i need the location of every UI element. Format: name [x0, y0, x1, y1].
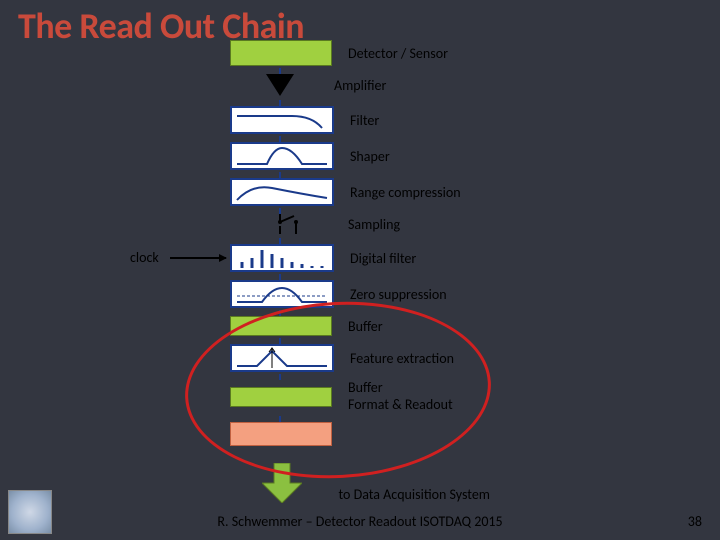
zero-label: Zero suppression: [350, 286, 447, 303]
stage-digfilt: Digital filter: [230, 244, 490, 272]
stage-shaper: Shaper: [230, 142, 490, 170]
stage-amplifier: Amplifier: [230, 74, 490, 96]
stage-detector: Detector / Sensor: [230, 40, 490, 66]
sampling-label: Sampling: [348, 216, 400, 233]
amplifier-triangle-icon: [266, 74, 294, 96]
stage-range: Range compression: [230, 178, 490, 206]
filter-label: Filter: [350, 112, 379, 129]
stage-sampling: Sampling: [230, 214, 490, 234]
digfilt-box: [230, 244, 334, 272]
detector-box: [230, 40, 332, 66]
digfilt-label: Digital filter: [350, 250, 416, 267]
range-box: [230, 178, 334, 206]
footer-text: R. Schwemmer – Detector Readout ISOTDAQ …: [0, 513, 720, 530]
amplifier-label: Amplifier: [334, 77, 386, 94]
shaper-box: [230, 142, 334, 170]
sampling-switch-icon: [260, 214, 320, 234]
page-number: 38: [688, 513, 702, 530]
clock-arrow-icon: [170, 257, 226, 259]
shaper-label: Shaper: [350, 148, 390, 165]
filter-box: [230, 106, 334, 134]
daq-label: to Data Acquisition System: [339, 486, 491, 503]
clock-label: clock: [130, 249, 159, 266]
stage-filter: Filter: [230, 106, 490, 134]
range-label: Range compression: [350, 184, 461, 201]
slide-root: The Read Out Chain clock Detector / Sens…: [0, 0, 720, 540]
detector-label: Detector / Sensor: [348, 45, 448, 62]
